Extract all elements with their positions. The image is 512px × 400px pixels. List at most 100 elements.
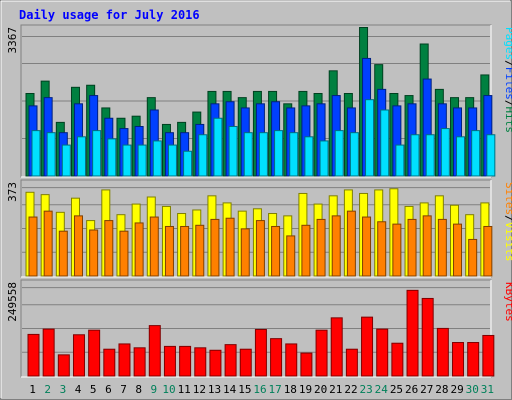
bar-sites-day-28 bbox=[437, 218, 447, 277]
legend-separator: / bbox=[503, 215, 512, 222]
day-label-30: 30 bbox=[466, 383, 479, 396]
bar-sites-day-17 bbox=[271, 225, 281, 277]
bar-pages-day-27 bbox=[425, 134, 435, 177]
bar-pages-day-26 bbox=[410, 134, 420, 177]
day-label-5: 5 bbox=[90, 383, 97, 396]
bar-pages-day-11 bbox=[183, 150, 193, 177]
bar-sites-day-7 bbox=[119, 230, 129, 277]
bar-pages-day-7 bbox=[122, 144, 132, 177]
day-label-20: 20 bbox=[314, 383, 327, 396]
bar-kbytes-day-4 bbox=[72, 334, 85, 377]
bar-pages-day-16 bbox=[258, 132, 268, 177]
bar-pages-day-22 bbox=[349, 132, 359, 177]
day-label-1: 1 bbox=[29, 383, 36, 396]
bar-pages-day-25 bbox=[395, 144, 405, 177]
day-label-10: 10 bbox=[162, 383, 175, 396]
bar-kbytes-day-20 bbox=[315, 329, 328, 377]
bar-sites-day-4 bbox=[73, 215, 83, 277]
bar-pages-day-12 bbox=[198, 134, 208, 177]
day-label-14: 14 bbox=[223, 383, 237, 396]
bar-pages-day-6 bbox=[107, 138, 117, 177]
bar-sites-day-30 bbox=[468, 238, 478, 277]
day-label-26: 26 bbox=[405, 383, 418, 396]
legend-hits: Hits bbox=[503, 107, 512, 134]
bar-kbytes-day-21 bbox=[330, 317, 343, 377]
bar-kbytes-day-16 bbox=[254, 328, 267, 377]
bar-sites-day-25 bbox=[392, 223, 402, 277]
bar-pages-day-5 bbox=[92, 130, 102, 177]
bar-pages-day-3 bbox=[61, 144, 71, 177]
bar-kbytes-day-25 bbox=[391, 342, 404, 377]
bar-pages-day-23 bbox=[365, 99, 375, 177]
day-label-11: 11 bbox=[178, 383, 191, 396]
day-label-6: 6 bbox=[105, 383, 112, 396]
bar-pages-day-21 bbox=[334, 130, 344, 177]
day-label-19: 19 bbox=[299, 383, 312, 396]
bar-sites-day-13 bbox=[210, 218, 220, 277]
legend-visits: Visits bbox=[503, 222, 512, 262]
y-max-label: 373 bbox=[6, 182, 19, 202]
bar-kbytes-day-29 bbox=[452, 342, 465, 377]
bar-sites-day-12 bbox=[195, 224, 205, 277]
panel-kbytes: 249558 KBytes bbox=[6, 279, 512, 378]
legend-files: Files bbox=[503, 67, 512, 100]
day-label-4: 4 bbox=[75, 383, 82, 396]
bar-pages-day-2 bbox=[46, 132, 56, 177]
day-label-8: 8 bbox=[135, 383, 142, 396]
bar-sites-day-21 bbox=[331, 215, 341, 277]
bar-kbytes-day-17 bbox=[270, 338, 283, 377]
legend-pages: Pages bbox=[503, 27, 512, 60]
bar-kbytes-day-28 bbox=[436, 327, 449, 377]
day-label-21: 21 bbox=[329, 383, 342, 396]
bar-kbytes-day-6 bbox=[103, 348, 116, 377]
bar-sites-day-16 bbox=[255, 220, 265, 277]
bar-sites-day-26 bbox=[407, 218, 417, 277]
bar-kbytes-day-12 bbox=[194, 347, 207, 377]
bar-pages-day-8 bbox=[137, 144, 147, 177]
y-max-label: 249558 bbox=[6, 282, 19, 322]
legend-kbytes: KBytes bbox=[503, 282, 512, 322]
bar-sites-day-3 bbox=[58, 230, 68, 277]
bar-pages-day-1 bbox=[31, 130, 41, 177]
bar-pages-day-28 bbox=[440, 128, 450, 177]
bar-kbytes-day-11 bbox=[179, 345, 192, 377]
bar-kbytes-day-26 bbox=[406, 289, 419, 377]
bar-kbytes-day-7 bbox=[118, 343, 131, 377]
chart-title: Daily usage for July 2016 bbox=[19, 8, 200, 22]
bar-kbytes-day-1 bbox=[27, 333, 40, 377]
bar-pages-day-4 bbox=[76, 136, 86, 177]
bar-kbytes-day-22 bbox=[345, 348, 358, 377]
bar-kbytes-day-10 bbox=[163, 345, 176, 377]
y-max-label: 3367 bbox=[6, 27, 19, 54]
side-legend: KBytes bbox=[503, 282, 512, 322]
day-label-18: 18 bbox=[284, 383, 297, 396]
bar-sites-day-31 bbox=[483, 225, 493, 277]
day-label-25: 25 bbox=[390, 383, 403, 396]
side-legend: Pages/Files/Hits bbox=[503, 27, 512, 133]
bar-kbytes-day-24 bbox=[376, 328, 389, 377]
day-label-28: 28 bbox=[435, 383, 448, 396]
bar-pages-day-30 bbox=[471, 130, 481, 177]
bar-pages-day-10 bbox=[167, 144, 177, 177]
day-label-16: 16 bbox=[253, 383, 266, 396]
bar-pages-day-13 bbox=[213, 117, 223, 177]
panel-visits_sites: 373 Sites/Visits bbox=[6, 179, 512, 278]
bar-kbytes-day-9 bbox=[148, 325, 161, 377]
bar-sites-day-1 bbox=[28, 216, 38, 277]
day-label-13: 13 bbox=[208, 383, 221, 396]
bar-pages-day-18 bbox=[289, 132, 299, 177]
bar-sites-day-24 bbox=[377, 221, 387, 277]
bar-sites-day-18 bbox=[286, 235, 296, 277]
bar-kbytes-day-30 bbox=[467, 342, 480, 377]
legend-separator: / bbox=[503, 100, 512, 107]
bar-pages-day-31 bbox=[486, 134, 496, 177]
day-label-17: 17 bbox=[269, 383, 282, 396]
bar-sites-day-9 bbox=[149, 216, 159, 277]
day-label-22: 22 bbox=[344, 383, 357, 396]
day-label-29: 29 bbox=[450, 383, 463, 396]
day-label-23: 23 bbox=[360, 383, 373, 396]
bar-sites-day-14 bbox=[225, 217, 235, 277]
legend-separator: / bbox=[503, 60, 512, 67]
